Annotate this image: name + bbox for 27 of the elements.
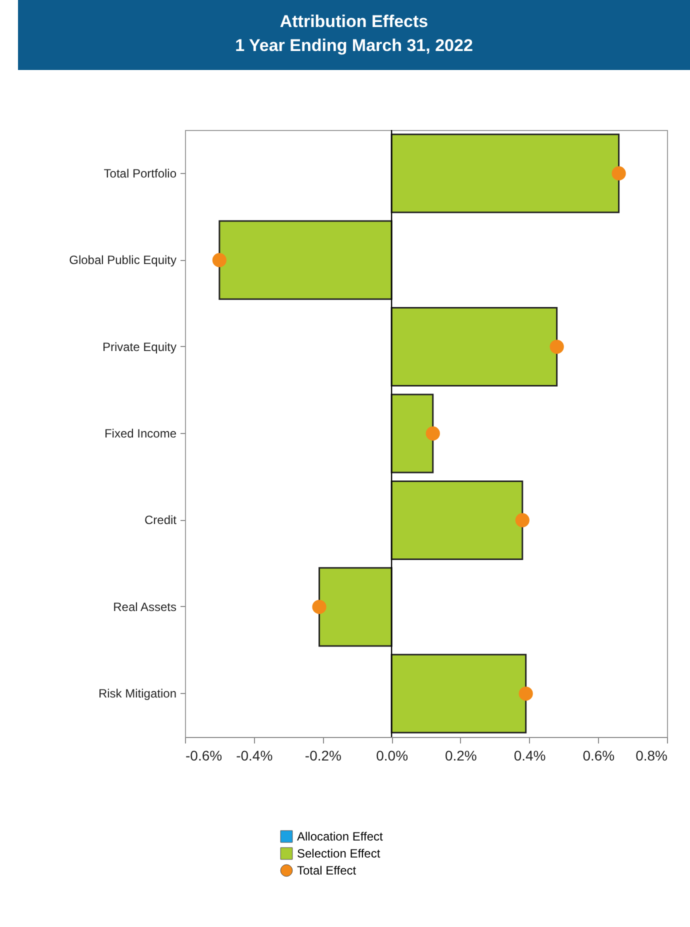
x-tick-label: -0.2% (304, 748, 342, 764)
x-tick-label: 0.2% (444, 748, 477, 764)
x-tick-label: 0.4% (514, 748, 546, 764)
x-tick-label: -0.4% (236, 748, 273, 764)
y-tick-label: Real Assets (113, 600, 176, 614)
legend-label: Total Effect (297, 864, 357, 878)
point (515, 513, 530, 528)
y-tick-label: Total Portfolio (104, 166, 177, 180)
y-tick-label: Credit (144, 513, 178, 528)
point (212, 253, 226, 268)
x-tick-label: 0.6% (582, 748, 615, 764)
point (312, 600, 326, 614)
chart-title: Attribution Effects (278, 11, 430, 33)
y-tick-label: Private Equity (102, 340, 176, 354)
x-tick-label: 0.8% (636, 748, 668, 764)
point (612, 166, 626, 180)
y-tick-label: Global Public Equity (69, 253, 176, 268)
point (550, 340, 564, 354)
x-tick-label: -0.6% (186, 748, 222, 764)
point (518, 686, 533, 701)
y-tick-label: Fixed Income (104, 426, 177, 440)
legend-label: Allocation Effect (297, 830, 384, 844)
y-tick-label: Risk Mitigation (98, 686, 176, 701)
legend-label: Selection Effect (297, 846, 381, 860)
point (426, 426, 440, 441)
chart-subtitle: 1 Year Ending March 31, 2022 (234, 35, 474, 57)
x-tick-label: 0.0% (376, 748, 408, 764)
